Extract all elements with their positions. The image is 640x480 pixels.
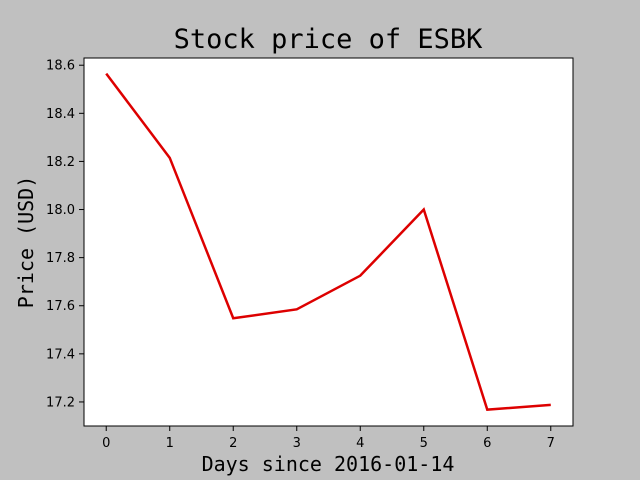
x-tick-label: 1 bbox=[166, 436, 174, 451]
x-tick-label: 3 bbox=[293, 436, 301, 451]
y-tick-label: 18.4 bbox=[46, 107, 75, 122]
y-tick-label: 17.8 bbox=[46, 251, 75, 266]
y-axis: 17.2 17.4 17.6 17.8 18.0 18.2 18.4 18.6 bbox=[46, 59, 84, 410]
series-layer bbox=[105, 72, 551, 411]
x-tick-label: 7 bbox=[547, 436, 555, 451]
plot-area bbox=[83, 57, 574, 427]
x-axis: 0 1 2 3 4 5 6 7 bbox=[102, 426, 555, 451]
price-line bbox=[105, 72, 551, 411]
x-tick-label: 0 bbox=[102, 436, 110, 451]
y-tick-label: 17.2 bbox=[46, 395, 75, 410]
y-tick-label: 18.0 bbox=[46, 203, 75, 218]
x-tick-label: 2 bbox=[229, 436, 237, 451]
x-tick-label: 5 bbox=[420, 436, 428, 451]
y-tick-label: 17.6 bbox=[46, 299, 75, 314]
y-axis-label: Price (USD) bbox=[14, 176, 38, 308]
x-tick-label: 6 bbox=[483, 436, 491, 451]
y-tick-label: 17.4 bbox=[46, 347, 75, 362]
x-tick-label: 4 bbox=[356, 436, 364, 451]
chart-title: Stock price of ESBK bbox=[174, 24, 484, 55]
y-tick-label: 18.2 bbox=[46, 155, 75, 170]
y-tick-label: 18.6 bbox=[46, 59, 75, 74]
x-axis-label: Days since 2016-01-14 bbox=[202, 452, 455, 476]
